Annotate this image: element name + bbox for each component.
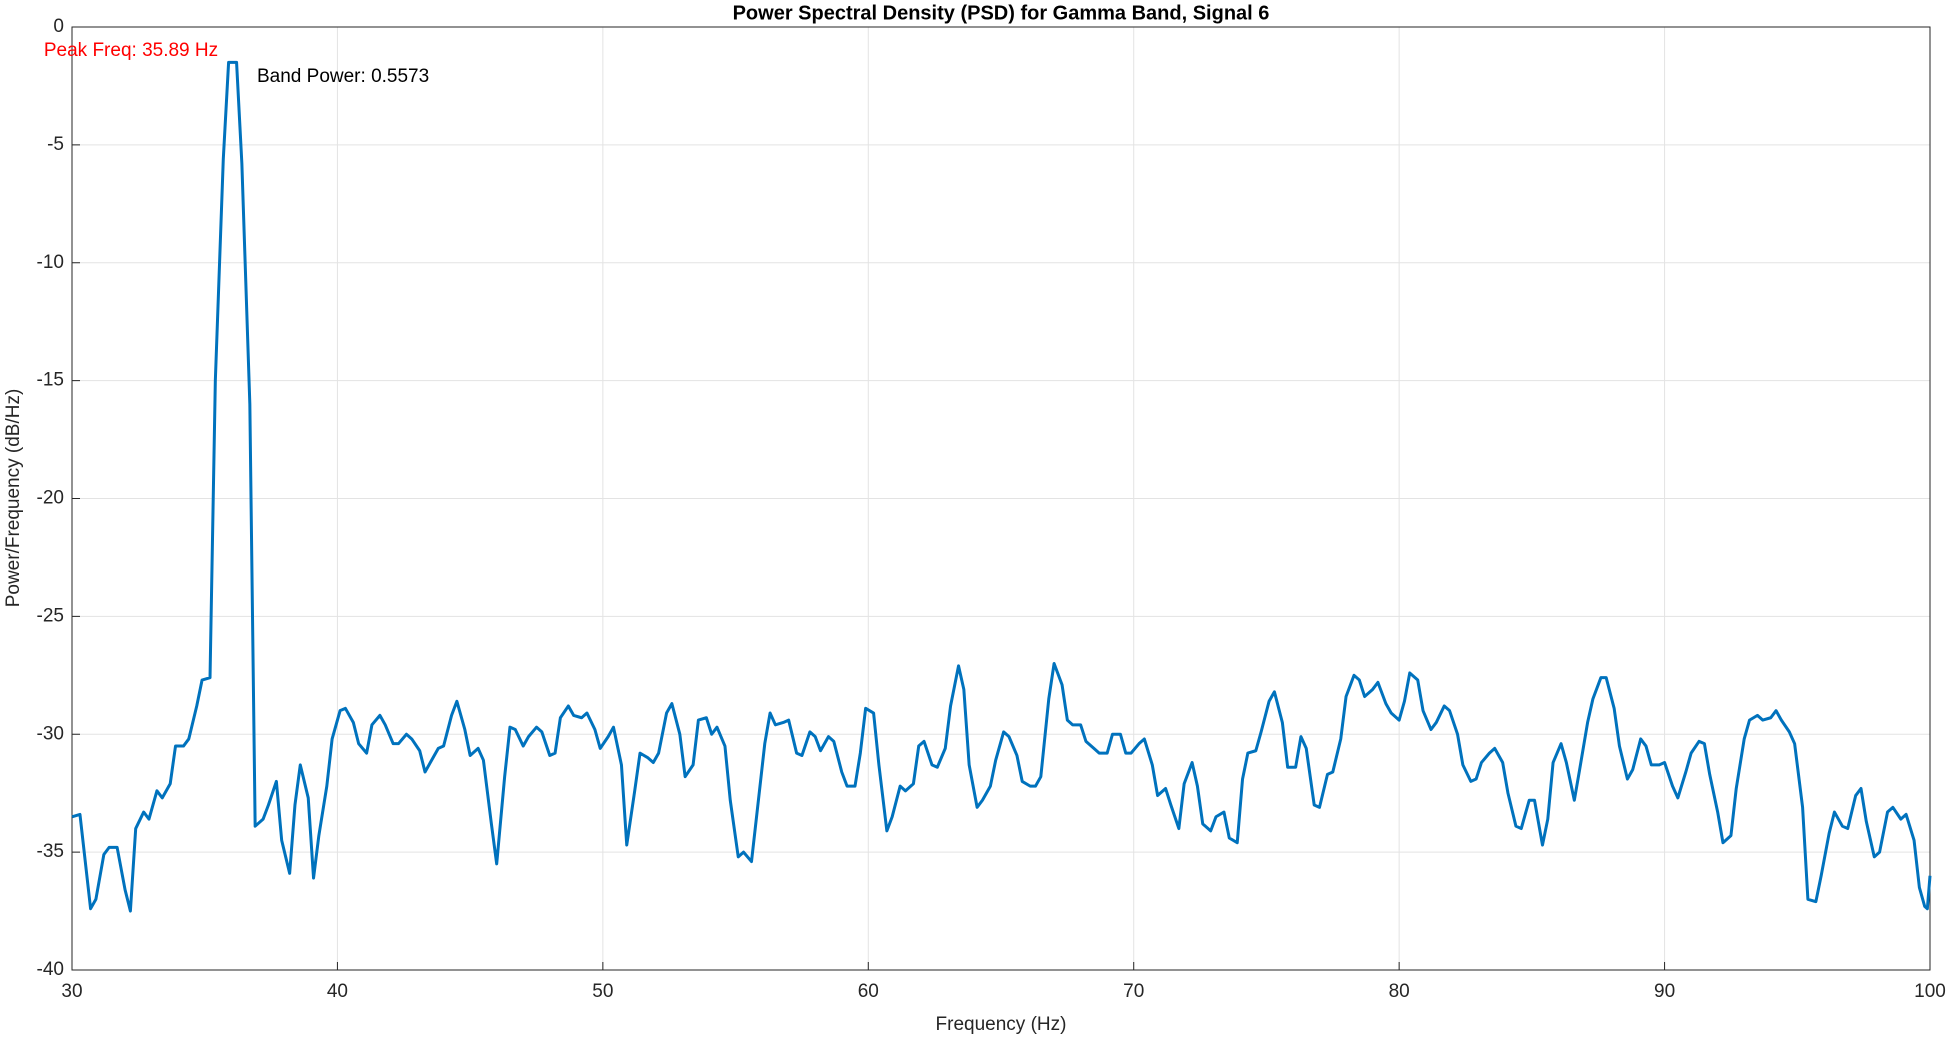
y-tick-label: 0 [53, 16, 64, 37]
y-tick-label: -30 [37, 723, 64, 744]
y-tick-label: -15 [37, 370, 64, 391]
y-axis-label: Power/Frequency (dB/Hz) [3, 389, 24, 608]
x-tick-label: 90 [1654, 981, 1675, 1002]
chart-title: Power Spectral Density (PSD) for Gamma B… [733, 2, 1270, 24]
y-tick-label: -40 [37, 959, 64, 980]
x-tick-label: 100 [1914, 981, 1946, 1002]
x-tick-label: 70 [1123, 981, 1144, 1002]
y-tick-label: -5 [47, 134, 64, 155]
x-tick-label: 80 [1389, 981, 1410, 1002]
x-tick-label: 60 [858, 981, 879, 1002]
y-tick-label: -35 [37, 841, 64, 862]
peak-annotation: Peak Freq: 35.89 Hz [44, 40, 218, 61]
y-tick-label: -20 [37, 488, 64, 509]
x-tick-label: 30 [61, 981, 82, 1002]
x-tick-label: 40 [327, 981, 348, 1002]
x-tick-label: 50 [592, 981, 613, 1002]
band-power-annotation: Band Power: 0.5573 [257, 66, 429, 87]
psd-line [71, 60, 1932, 913]
axes-box [71, 26, 1931, 971]
y-tick-label: -10 [37, 252, 64, 273]
x-axis-label: Frequency (Hz) [936, 1014, 1067, 1035]
y-tick-label: -25 [37, 605, 64, 626]
